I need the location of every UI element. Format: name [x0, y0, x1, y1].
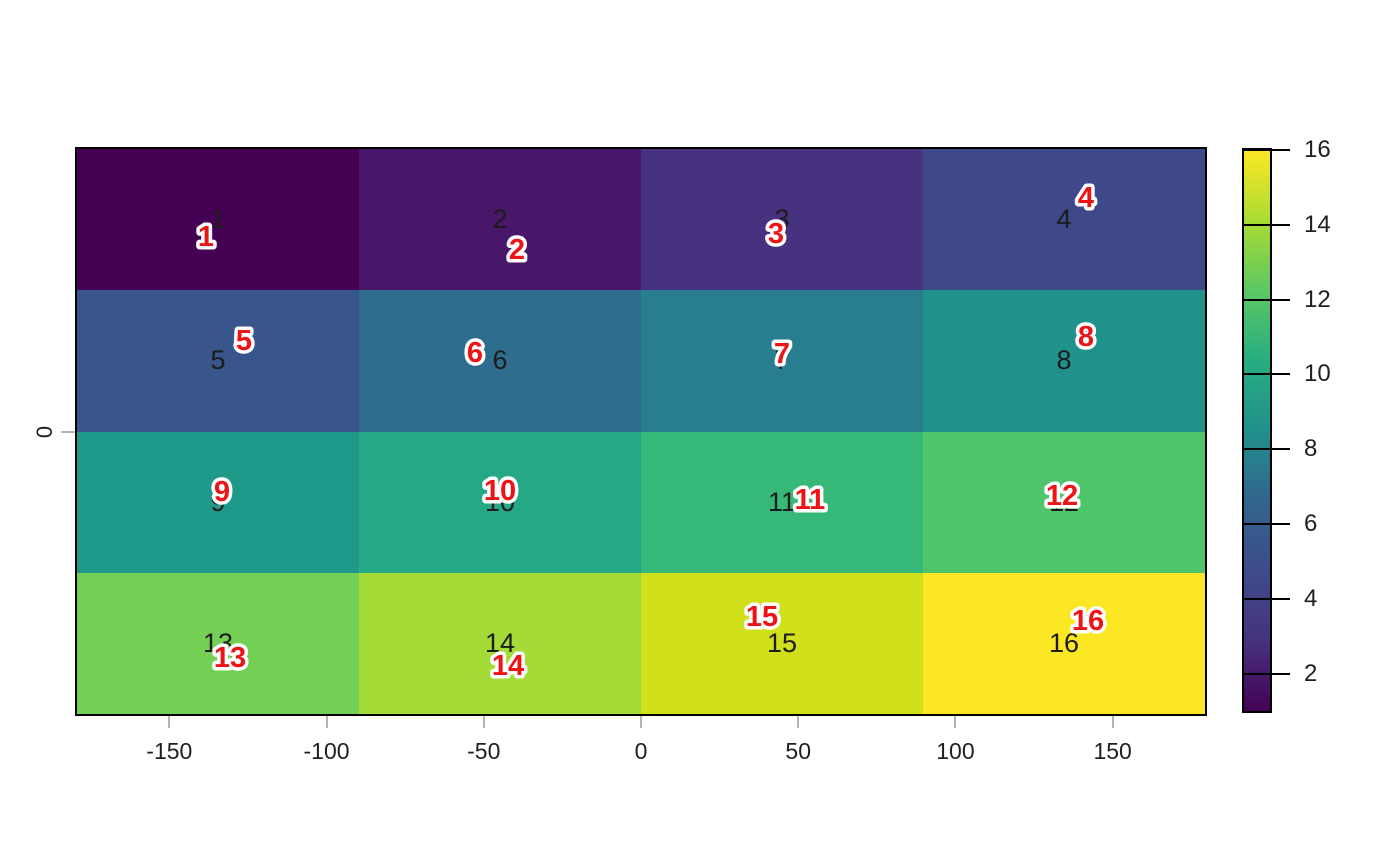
heatmap-cell: 9: [77, 431, 359, 573]
x-tick-mark: [482, 716, 485, 728]
colorbar-tick-label: 12: [1304, 285, 1331, 313]
y-tick-label: 0: [32, 425, 57, 438]
x-tick-mark: [168, 716, 171, 728]
heatmap-cell: 6: [359, 290, 641, 432]
heatmap-cell: 13: [77, 572, 359, 714]
heatmap-cell: 5: [77, 290, 359, 432]
colorbar-tick-label: 8: [1304, 435, 1318, 463]
cell-value-label: 12: [1048, 486, 1080, 517]
cell-value-label: 5: [210, 345, 226, 376]
colorbar-tick-mark: [1242, 448, 1290, 451]
x-tick-label: 100: [936, 738, 975, 764]
colorbar-tick-mark: [1242, 672, 1290, 675]
x-tick-mark: [1111, 716, 1114, 728]
heatmap-cell: 7: [641, 290, 923, 432]
cell-value-label: 3: [774, 204, 790, 235]
x-tick-mark: [325, 716, 328, 728]
colorbar-tick-mark: [1242, 597, 1290, 600]
colorbar-tick-mark: [1242, 373, 1290, 376]
x-tick-label: -100: [303, 738, 350, 764]
colorbar-tick-mark: [1242, 223, 1290, 226]
heatmap-cell: 11: [641, 431, 923, 573]
colorbar: [1242, 148, 1272, 713]
cell-value-label: 11: [767, 486, 797, 517]
heatmap-cell: 2: [359, 149, 641, 291]
heatmap-cell: 8: [923, 290, 1205, 432]
x-tick-mark: [797, 716, 800, 728]
cell-value-label: 6: [492, 345, 508, 376]
heatmap-cell: 10: [359, 431, 641, 573]
heatmap-cell: 15: [641, 572, 923, 714]
heatmap-cell: 3: [641, 149, 923, 291]
cell-value-label: 16: [1048, 627, 1080, 658]
colorbar-tick-mark: [1242, 523, 1290, 525]
colorbar-tick-mark: [1242, 298, 1290, 301]
cell-value-label: 8: [1056, 345, 1072, 376]
colorbar-gradient: [1244, 150, 1270, 711]
cell-value-label: 4: [1056, 204, 1072, 235]
cell-value-label: 10: [484, 486, 516, 517]
y-tick-mark: [61, 430, 75, 433]
x-tick-label: 0: [634, 738, 648, 764]
cell-value-label: 15: [766, 627, 798, 658]
cell-value-label: 2: [492, 204, 508, 235]
colorbar-tick-label: 4: [1304, 584, 1318, 612]
x-tick-label: 150: [1093, 738, 1132, 764]
cell-value-label: 1: [210, 204, 226, 235]
x-tick-mark: [640, 716, 642, 728]
x-tick-label: -50: [467, 738, 501, 764]
cell-value-label: 13: [202, 627, 234, 658]
colorbar-tick-label: 10: [1304, 360, 1331, 388]
colorbar-tick-label: 6: [1304, 510, 1318, 537]
x-tick-label: -150: [146, 738, 193, 764]
heatmap-cell: 16: [923, 572, 1205, 714]
x-tick-mark: [954, 716, 957, 728]
colorbar-tick-mark: [1242, 149, 1290, 151]
cell-value-label: 14: [484, 627, 516, 658]
cell-value-label: 7: [774, 345, 790, 376]
heatmap-cell: 4: [923, 149, 1205, 291]
colorbar-tick-label: 2: [1304, 659, 1318, 687]
heatmap-cell: 12: [923, 431, 1205, 573]
heatmap-cell: 1: [77, 149, 359, 291]
cell-value-label: 9: [210, 486, 226, 517]
colorbar-tick-label: 14: [1304, 210, 1331, 238]
plot-area: 1 2 3 4 5 6 7 8 9 10 11 12 13 14 15 16 1 2 3 4 5 6 7 8 9 10 11 12 1…: [75, 147, 1207, 716]
colorbar-tick-label: 16: [1304, 136, 1331, 163]
x-tick-label: 50: [785, 738, 812, 764]
heatmap-cell-grid: 1 2 3 4 5 6 7 8 9 10 11 12 13 14 15 16: [77, 149, 1205, 714]
heatmap-cell: 14: [359, 572, 641, 714]
